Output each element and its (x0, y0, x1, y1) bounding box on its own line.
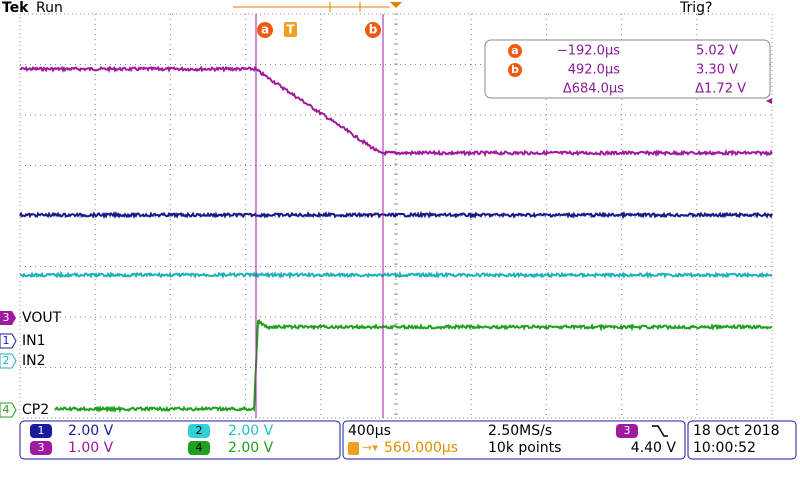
marker-a (257, 22, 273, 38)
ch3-badge (0, 311, 16, 325)
ch2-number: 2 (3, 354, 10, 367)
date: 18 Oct 2018 (693, 423, 780, 439)
timebase: 400µs (348, 423, 391, 439)
scale3-badge (30, 441, 52, 455)
marker-trigger (284, 22, 297, 37)
ch1-name: IN1 (22, 333, 46, 349)
scale2-badge (188, 424, 210, 438)
ch4-badge (0, 402, 17, 418)
trace-cp2 (54, 318, 773, 413)
scale2-number: 2 (196, 424, 203, 437)
scale1-badge (30, 424, 52, 438)
readout-b-icon (508, 63, 522, 77)
sample-rate: 2.50MS/s (488, 423, 552, 439)
ch3-name: VOUT (22, 310, 62, 326)
brand: Tek (2, 0, 29, 16)
cursor-a-time: −192.0µs (557, 44, 620, 59)
ch3-level-marker (766, 98, 772, 104)
graticule-border (19, 13, 773, 419)
ch2-name: IN2 (22, 353, 46, 369)
trigger-pos-icon (348, 442, 359, 455)
record-length: 10k points (488, 440, 561, 456)
trigger-pos-arrow: →▾ (362, 441, 378, 455)
ch4-number: 4 (3, 403, 10, 416)
scale4-number: 4 (196, 441, 203, 454)
cursor-delta-time: Δ684.0µs (563, 82, 624, 97)
channel-labels: 3 VOUT 1 IN1 2 IN2 4 CP2 (0, 310, 62, 418)
readout-a-icon (508, 44, 522, 58)
marker-trigger-label: T (286, 23, 295, 37)
scale2-value: 2.00 V (228, 423, 274, 439)
scale4-value: 2.00 V (228, 440, 274, 456)
trigger-level: 4.40 V (631, 440, 677, 456)
cursor-delta-voltage: Δ1.72 V (695, 82, 746, 97)
scale1-number: 1 (38, 424, 45, 437)
marker-a-label: a (261, 23, 269, 37)
scale4-badge (188, 441, 210, 455)
scale3-value: 1.00 V (68, 440, 114, 456)
waveforms (19, 65, 773, 413)
trigger-source: 3 (624, 424, 631, 437)
ch4-name: CP2 (22, 402, 49, 418)
trigger-arrow (390, 2, 402, 8)
trigger-status: Trig? (679, 0, 712, 16)
scale1-value: 2.00 V (68, 423, 114, 439)
trigger-position: 560.000µs (384, 440, 458, 456)
cursor-b-time: 492.0µs (568, 63, 620, 78)
marker-b (365, 22, 381, 38)
run-status: Run (36, 0, 63, 16)
ch3-number: 3 (3, 311, 10, 324)
falling-edge-icon (652, 425, 668, 437)
cursor-readout-box (484, 39, 771, 99)
scale3-number: 3 (38, 441, 45, 454)
trace-in2 (19, 270, 773, 280)
ch1-badge (0, 333, 17, 349)
cursor-a-voltage: 5.02 V (696, 44, 738, 59)
ch1-number: 1 (3, 334, 10, 347)
channel-scale-box (19, 420, 341, 460)
datetime-box (687, 420, 797, 460)
readout-b-icon-label: b (511, 63, 519, 76)
timebase-box (342, 420, 686, 460)
trace-in1 (19, 210, 773, 220)
ch2-badge (0, 353, 17, 369)
cursor-b-voltage: 3.30 V (696, 63, 738, 78)
trigger-source-badge (616, 424, 638, 438)
marker-b-label: b (369, 23, 378, 37)
trace-vout (19, 65, 773, 158)
time: 10:00:52 (693, 440, 756, 456)
readout-a-icon-label: a (511, 44, 518, 57)
